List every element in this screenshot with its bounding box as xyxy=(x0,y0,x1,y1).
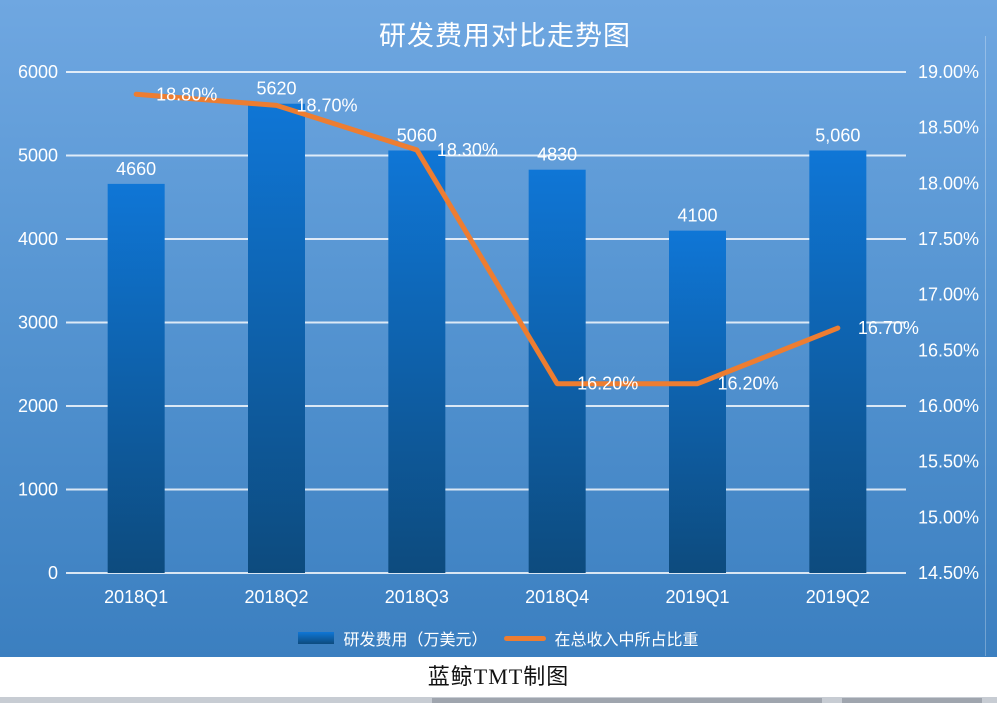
legend: 研发费用（万美元） 在总收入中所占比重 xyxy=(0,626,997,650)
right-axis-tick-label: 18.00% xyxy=(918,173,979,193)
right-axis-tick-label: 18.50% xyxy=(918,118,979,138)
footer: 蓝鲸TMT制图 xyxy=(0,657,997,697)
chart-title: 研发费用对比走势图 xyxy=(379,21,631,51)
chart-area: 研发费用对比走势图 4660 5620 5060 4830 4100 5,060 18.80… xyxy=(0,0,997,657)
bar-value-label: 4660 xyxy=(116,159,156,179)
left-axis-tick-label: 5000 xyxy=(18,146,58,166)
category-label: 2018Q3 xyxy=(385,587,449,607)
right-axis-tick-label: 19.00% xyxy=(918,62,979,82)
bar-series-swatch-icon xyxy=(298,632,335,644)
right-axis-tick-label: 14.50% xyxy=(918,563,979,583)
left-axis-tick-label: 3000 xyxy=(18,313,58,333)
left-axis-tick-label: 1000 xyxy=(18,480,58,500)
left-axis-tick-label: 0 xyxy=(48,563,58,583)
bar-value-label: 5060 xyxy=(397,125,437,145)
legend-label-line-series: 在总收入中所占比重 xyxy=(554,632,699,649)
cropped-content-strip xyxy=(0,697,997,703)
line-value-label: 18.70% xyxy=(297,95,358,115)
right-axis-tick-label: 15.00% xyxy=(918,507,979,527)
line-value-label: 18.30% xyxy=(437,140,498,160)
bar-2018Q1 xyxy=(107,183,165,573)
footer-credit: 蓝鲸TMT制图 xyxy=(427,664,570,689)
category-label: 2018Q2 xyxy=(244,587,308,607)
bar-value-label: 5,060 xyxy=(815,125,860,145)
line-value-label: 16.20% xyxy=(718,374,779,394)
bar-2019Q1 xyxy=(669,230,726,573)
bar-value-label: 4830 xyxy=(537,145,577,165)
chart-frame-edge xyxy=(985,36,986,656)
category-label: 2019Q1 xyxy=(665,587,729,607)
line-series-swatch-icon xyxy=(503,635,546,641)
cropped-content-fragment xyxy=(842,698,982,703)
legend-label-bar-series: 研发费用（万美元） xyxy=(343,632,488,649)
right-axis-tick-label: 15.50% xyxy=(918,452,979,472)
line-value-label: 16.20% xyxy=(577,374,638,394)
bar-2018Q4 xyxy=(528,169,586,573)
cropped-content-fragment xyxy=(432,698,822,703)
legend-item-bar-series: 研发费用（万美元） xyxy=(298,626,488,650)
category-label: 2019Q2 xyxy=(806,587,870,607)
right-axis-tick-label: 16.00% xyxy=(918,396,979,416)
bar-value-label: 5620 xyxy=(256,79,296,99)
legend-item-line-series: 在总收入中所占比重 xyxy=(503,626,699,650)
right-axis-tick-label: 17.50% xyxy=(918,229,979,249)
right-axis-tick-label: 16.50% xyxy=(918,340,979,360)
line-value-label: 18.80% xyxy=(156,84,217,104)
bar-value-label: 4100 xyxy=(677,206,717,226)
bar-2018Q2 xyxy=(248,103,305,573)
left-axis-tick-label: 4000 xyxy=(18,229,58,249)
right-axis-tick-label: 17.00% xyxy=(918,285,979,305)
category-label: 2018Q1 xyxy=(104,587,168,607)
left-axis-tick-label: 6000 xyxy=(18,62,58,82)
category-label: 2018Q4 xyxy=(525,587,589,607)
left-axis-tick-label: 2000 xyxy=(18,396,58,416)
bar-2019Q2 xyxy=(809,150,867,574)
percentage-line xyxy=(133,91,841,387)
chart-canvas: 4660 5620 5060 4830 4100 5,060 18.80% 18.70% 18.… xyxy=(18,62,979,607)
bar-2018Q3 xyxy=(388,150,446,574)
line-value-label: 16.70% xyxy=(858,318,919,338)
